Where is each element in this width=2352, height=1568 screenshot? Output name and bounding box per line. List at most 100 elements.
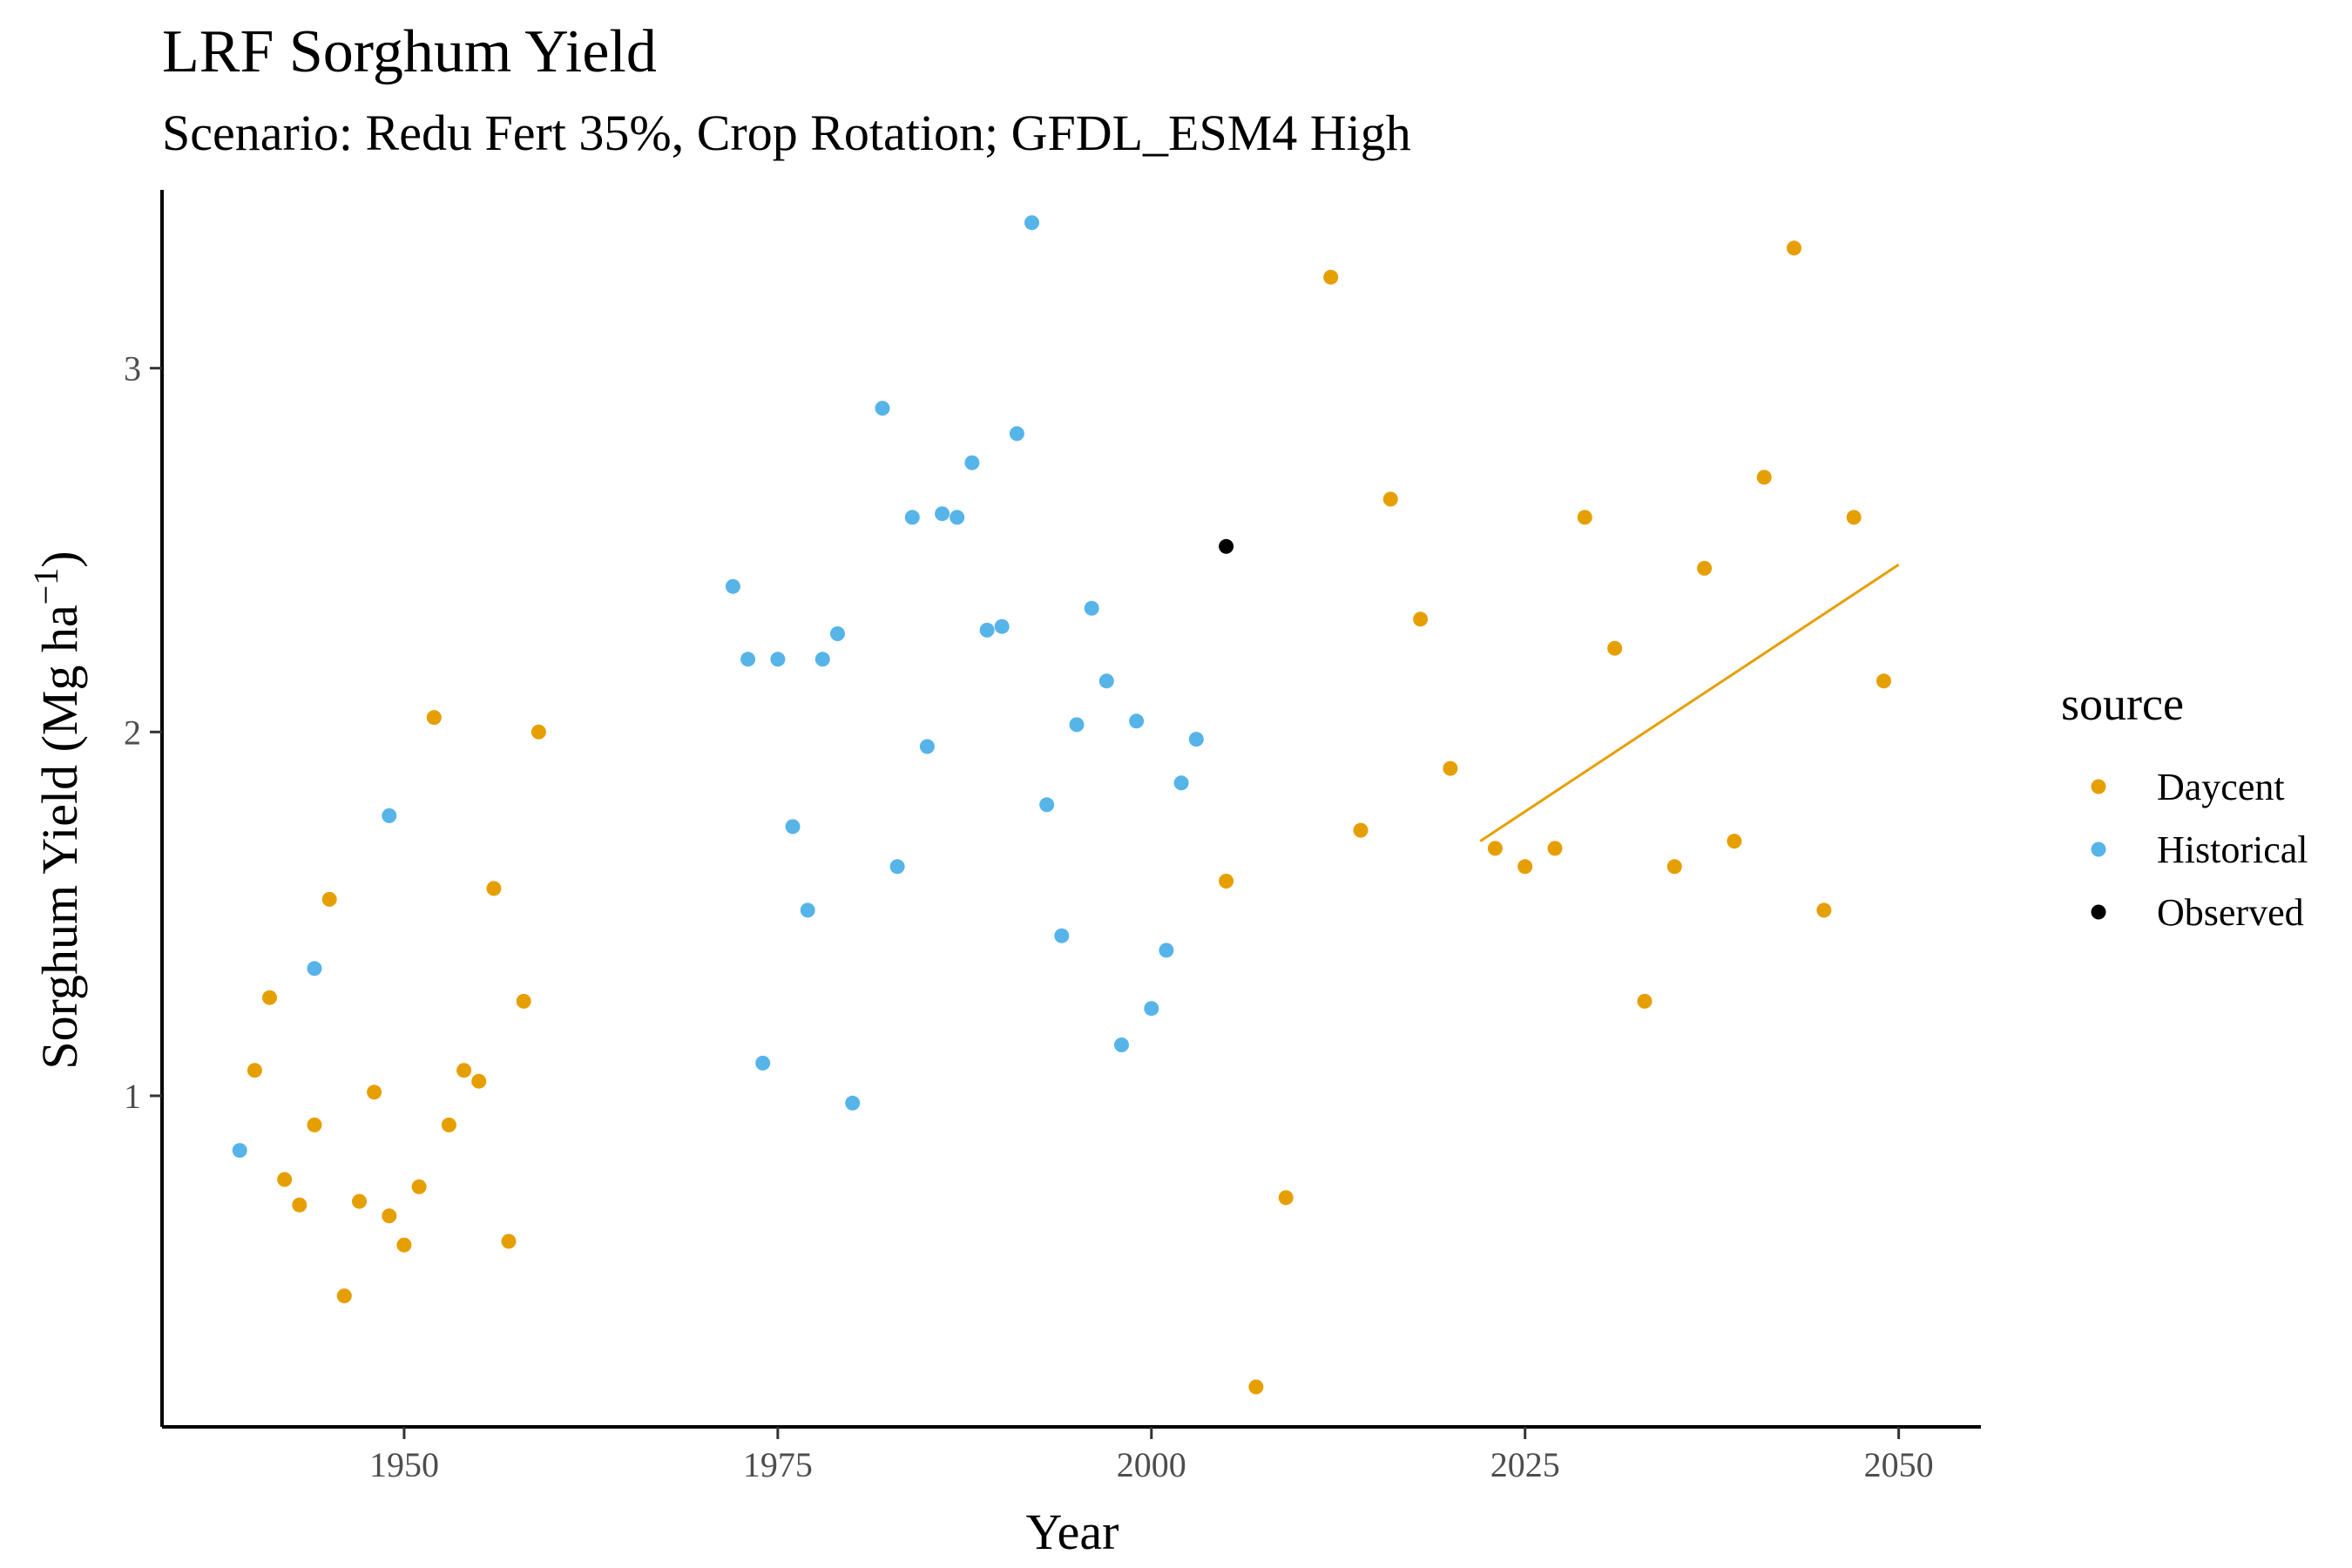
y-tick-label: 2 <box>124 713 141 752</box>
y-axis-title-exponent: −1 <box>26 568 65 605</box>
daycent-point <box>1816 902 1832 918</box>
historical-point <box>845 1095 861 1111</box>
daycent-point <box>1666 859 1682 875</box>
daycent-point <box>426 710 442 726</box>
daycent-point <box>1382 491 1398 507</box>
historical-point <box>800 902 815 918</box>
daycent-point <box>1248 1379 1264 1395</box>
daycent-point <box>1727 834 1742 849</box>
historical-point <box>1009 426 1024 442</box>
historical-point <box>1069 717 1085 733</box>
legend-title: source <box>2061 678 2184 730</box>
daycent-point <box>1577 510 1592 525</box>
historical-point <box>1024 215 1039 231</box>
ticks-layer: 1950 1975 2000 2025 2050 1 2 3 <box>124 349 1934 1484</box>
y-axis-title-text: Sorghum Yield (Mg ha <box>31 605 88 1069</box>
daycent-point <box>1787 240 1801 256</box>
x-tick-label: 2000 <box>1117 1445 1186 1484</box>
historical-point <box>935 506 950 522</box>
legend-label-observed: Observed <box>2157 891 2304 934</box>
historical-point <box>1084 600 1099 616</box>
daycent-point <box>1323 269 1339 285</box>
historical-point <box>830 626 845 641</box>
observed-point <box>1219 538 1234 554</box>
daycent-point <box>277 1172 293 1187</box>
historical-point <box>1054 928 1070 943</box>
legend: source Daycent Historical Observed <box>2061 678 2308 934</box>
historical-point <box>755 1055 771 1071</box>
historical-point <box>725 578 740 594</box>
daycent-point <box>501 1233 517 1249</box>
historical-point <box>950 510 965 525</box>
historical-point <box>1039 797 1055 813</box>
historical-point <box>1144 1001 1159 1017</box>
historical-point <box>889 859 905 875</box>
legend-label-historical: Historical <box>2157 828 2308 871</box>
chart-title: LRF Sorghum Yield <box>162 18 657 85</box>
daycent-point <box>307 1117 322 1132</box>
historical-point <box>232 1143 247 1159</box>
daycent-point <box>382 1208 397 1224</box>
historical-point <box>740 652 756 667</box>
daycent-point <box>262 990 277 1005</box>
historical-point <box>1188 732 1204 747</box>
daycent-point <box>531 724 546 740</box>
daycent-point <box>1487 841 1503 856</box>
historical-point <box>979 622 995 638</box>
daycent-point <box>292 1197 308 1213</box>
legend-key-daycent <box>2091 779 2106 794</box>
y-axis-title: Sorghum Yield (Mg ha−1) <box>26 551 88 1069</box>
historical-point <box>382 808 397 823</box>
historical-point <box>770 652 786 667</box>
historical-point <box>1173 775 1189 791</box>
daycent-point <box>1413 612 1429 627</box>
historical-point <box>785 819 801 835</box>
historical-point <box>904 510 920 525</box>
daycent-point <box>471 1073 487 1089</box>
daycent-point <box>367 1085 382 1100</box>
daycent-point <box>247 1063 262 1078</box>
daycent-trend-line <box>1479 563 1900 842</box>
y-tick-label: 3 <box>124 349 141 389</box>
historical-point <box>1159 943 1174 958</box>
historical-point <box>1114 1037 1129 1052</box>
daycent-point <box>1278 1190 1294 1206</box>
daycent-point <box>441 1117 456 1132</box>
daycent-point <box>1876 673 1891 689</box>
daycent-point <box>336 1288 352 1304</box>
daycent-point <box>1517 859 1533 875</box>
legend-label-daycent: Daycent <box>2157 766 2285 808</box>
legend-key-observed <box>2091 904 2106 920</box>
x-tick-label: 1975 <box>743 1445 813 1484</box>
daycent-point <box>352 1193 367 1209</box>
x-tick-label: 1950 <box>369 1445 439 1484</box>
daycent-point <box>1756 470 1772 485</box>
daycent-point <box>396 1237 412 1253</box>
daycent-point <box>411 1179 427 1194</box>
historical-point <box>1098 673 1114 689</box>
historical-point <box>875 401 890 416</box>
daycent-point <box>1353 822 1369 838</box>
x-axis-title: Year <box>1026 1504 1119 1560</box>
historical-point <box>964 455 980 470</box>
historical-point <box>307 961 322 977</box>
y-axis-title-close: ) <box>31 551 88 567</box>
daycent-point <box>1547 841 1563 856</box>
daycent-point <box>321 891 337 907</box>
historical-point <box>994 618 1010 634</box>
daycent-point <box>1443 760 1458 776</box>
y-tick-label: 1 <box>124 1077 141 1116</box>
x-tick-label: 2025 <box>1490 1445 1560 1484</box>
daycent-point <box>1219 874 1234 889</box>
chart-subtitle: Scenario: Redu Fert 35%, Crop Rotation; … <box>162 105 1411 161</box>
legend-items: Daycent Historical Observed <box>2091 766 2308 934</box>
daycent-point <box>516 993 531 1009</box>
daycent-point <box>1607 640 1623 656</box>
historical-point <box>814 652 830 667</box>
points-layer <box>232 215 1891 1395</box>
daycent-point <box>486 881 502 896</box>
daycent-point <box>1697 560 1713 576</box>
historical-point <box>1129 713 1145 729</box>
x-tick-label: 2050 <box>1864 1445 1934 1484</box>
